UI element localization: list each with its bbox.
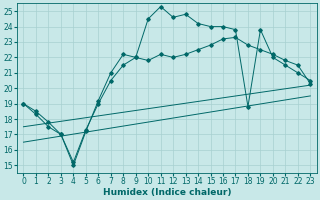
X-axis label: Humidex (Indice chaleur): Humidex (Indice chaleur) <box>103 188 231 197</box>
